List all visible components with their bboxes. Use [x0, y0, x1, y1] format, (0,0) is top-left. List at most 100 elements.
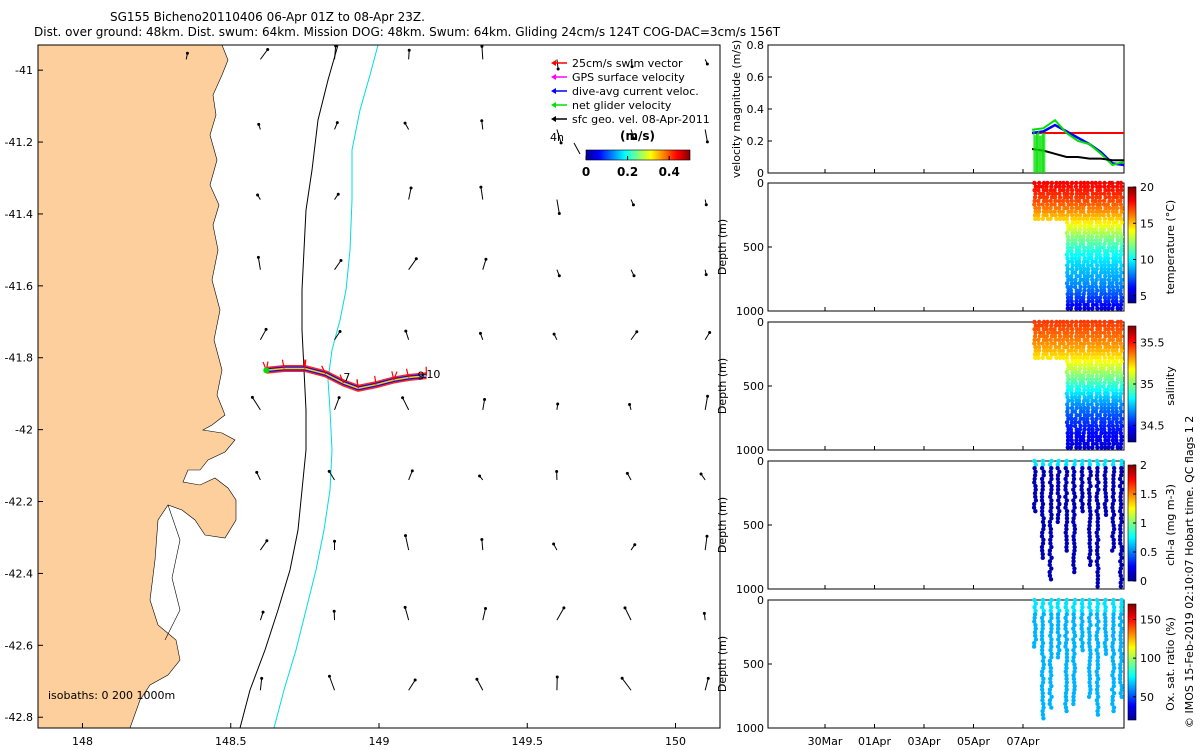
profile-sample: [1078, 319, 1083, 325]
section-panel-box: [767, 599, 1125, 729]
profile-sample: [1114, 438, 1119, 443]
profile-sample: [1090, 205, 1096, 211]
profile-sample: [1048, 209, 1053, 214]
section-colorbar-tick-label: 100: [1140, 652, 1161, 665]
profile-sample: [1096, 626, 1101, 631]
profile-sample: [1061, 216, 1066, 222]
profile-sample: [1090, 213, 1096, 218]
profile-sample: [1032, 473, 1038, 478]
profile-sample: [1118, 526, 1123, 532]
profile-sample: [1057, 330, 1062, 335]
profile-sample: [1071, 562, 1076, 568]
profile-sample: [1071, 534, 1076, 539]
profile-column: [1068, 180, 1076, 311]
profile-sample: [1094, 612, 1100, 617]
profile-sample: [1033, 637, 1039, 642]
profile-sample: [1097, 238, 1103, 243]
velocity-vector-head: [404, 329, 408, 333]
profile-sample: [1117, 647, 1123, 653]
profile-sample: [1105, 252, 1110, 257]
velocity-vector-head: [632, 274, 636, 278]
profile-sample: [1102, 241, 1107, 247]
profile-sample: [1090, 266, 1096, 272]
profile-sample: [1086, 615, 1092, 621]
profile-column: [1032, 319, 1039, 361]
velocity-vector-head: [478, 474, 482, 478]
profile-sample: [1090, 334, 1095, 339]
velocity-vector-head: [483, 398, 487, 402]
profile-sample: [1111, 195, 1116, 200]
profile-sample: [1033, 355, 1038, 361]
profile-sample: [1066, 227, 1071, 232]
profile-sample: [1086, 273, 1091, 279]
profile-sample: [1049, 180, 1055, 186]
profile-sample: [1094, 402, 1100, 407]
profile-sample: [1114, 216, 1120, 222]
profile-sample: [1090, 427, 1095, 432]
profile-sample: [1102, 427, 1107, 432]
profile-column: [1079, 458, 1085, 514]
profile-sample: [1053, 337, 1058, 343]
profile-sample: [1087, 601, 1093, 606]
profile-sample: [1097, 412, 1102, 418]
profile-sample: [1036, 344, 1042, 350]
profile-sample: [1101, 202, 1107, 207]
profile-sample: [1103, 373, 1108, 378]
profile-sample: [1080, 355, 1086, 361]
profile-sample: [1033, 348, 1038, 353]
profile-sample: [1074, 441, 1079, 447]
legend-arrowhead: [551, 116, 556, 122]
profile-sample: [1118, 441, 1124, 447]
profile-sample: [1107, 427, 1112, 432]
profile-sample: [1069, 205, 1075, 211]
velocity-vector: [334, 397, 340, 411]
profile-sample: [1095, 577, 1101, 582]
profile-sample: [1086, 487, 1092, 492]
profile-column: [1117, 597, 1124, 699]
profile-sample: [1062, 191, 1067, 196]
profile-sample: [1085, 319, 1091, 325]
profile-sample: [1082, 319, 1087, 325]
velocity-vector: [334, 45, 337, 60]
profile-sample: [1088, 651, 1093, 656]
profile-sample: [1081, 291, 1086, 297]
profile-sample: [1069, 405, 1075, 411]
profile-sample: [1119, 562, 1124, 568]
profile-sample: [1055, 505, 1061, 510]
profile-sample: [1102, 402, 1108, 407]
profile-sample: [1095, 465, 1100, 471]
profile-sample: [1098, 423, 1104, 429]
profile-sample: [1106, 326, 1111, 332]
profile-sample: [1118, 202, 1123, 207]
profile-sample: [1094, 441, 1099, 447]
profile-sample: [1118, 690, 1123, 696]
profile-sample: [1063, 501, 1069, 507]
profile-sample: [1118, 491, 1124, 496]
profile-sample: [1079, 644, 1085, 649]
profile-sample: [1114, 409, 1119, 414]
profile-sample: [1103, 647, 1109, 653]
profile-sample: [1095, 519, 1100, 525]
profile-sample: [1065, 337, 1070, 343]
profile-sample: [1064, 205, 1070, 211]
profile-sample: [1094, 213, 1099, 218]
section-colorbar-tick-label: 1: [1140, 517, 1147, 530]
profile-sample: [1119, 687, 1124, 692]
scale-arrow: [573, 142, 581, 155]
profile-sample: [1066, 238, 1071, 243]
profile-sample: [1111, 344, 1116, 350]
profile-sample: [1048, 665, 1054, 671]
profile-sample: [1111, 705, 1117, 710]
profile-sample: [1119, 416, 1124, 421]
profile-sample: [1088, 512, 1093, 517]
profile-sample: [1110, 373, 1115, 378]
profile-sample: [1118, 566, 1124, 571]
map-plot: 148 148.5 149 149.5 150 -41-41.2-41.4-41.6-4…: [5, 44, 721, 748]
profile-sample: [1080, 458, 1085, 464]
profile-sample: [1032, 198, 1037, 204]
profile-sample: [1037, 191, 1043, 196]
profile-sample: [1090, 202, 1096, 207]
profile-sample: [1069, 223, 1074, 229]
profile-sample: [1105, 230, 1111, 236]
profile-sample: [1106, 302, 1112, 308]
